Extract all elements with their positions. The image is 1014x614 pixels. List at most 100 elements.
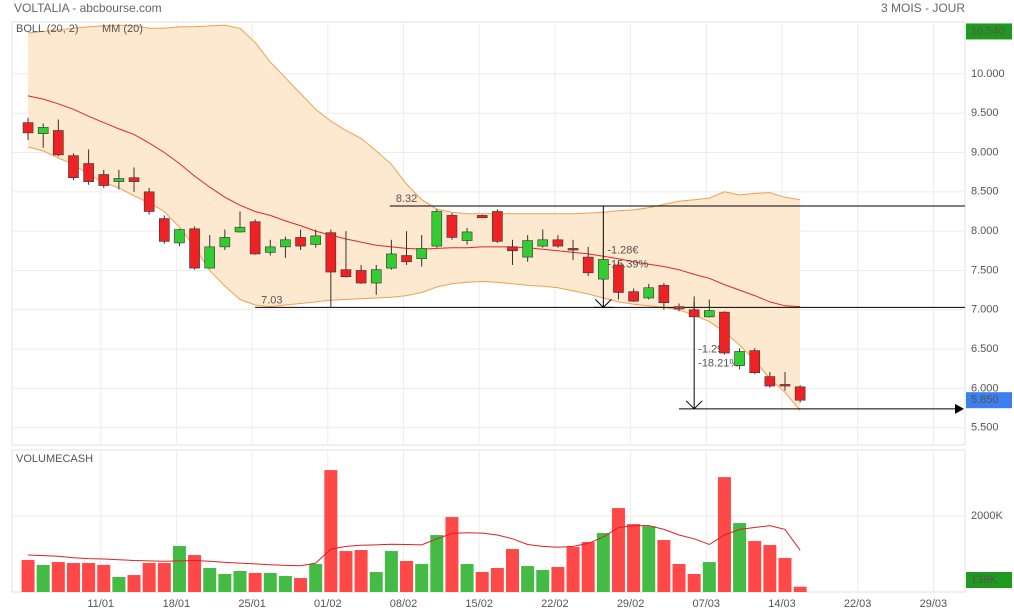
volume-average <box>27 525 801 567</box>
volume-bar <box>97 565 111 592</box>
candle-body <box>219 237 231 248</box>
candle-body <box>83 163 94 182</box>
volume-bar <box>611 508 625 592</box>
candle-body <box>234 226 246 233</box>
volume-bar <box>475 572 489 592</box>
candle-body <box>416 248 427 259</box>
volume-bar <box>157 563 171 592</box>
candle-body <box>295 237 306 247</box>
candle-body <box>53 130 64 156</box>
volume-bar <box>339 551 353 592</box>
y-tick-label: 8.000 <box>971 225 999 237</box>
volume-box <box>966 572 1012 588</box>
candle-body <box>370 269 382 284</box>
volume-bar <box>596 533 610 592</box>
candle-body <box>507 246 518 252</box>
candle-body <box>779 384 791 387</box>
candle-body <box>658 285 670 303</box>
y-tick-label: 8.500 <box>971 186 999 198</box>
candle-body <box>386 253 397 269</box>
volume-bar <box>536 570 550 592</box>
candle-body <box>643 287 655 299</box>
volume-bar <box>778 558 792 592</box>
bollinger-upper <box>27 24 801 215</box>
x-tick-label: 14/03 <box>768 598 796 610</box>
candle-body <box>704 310 715 318</box>
candle-body <box>628 291 639 302</box>
volume-bar <box>66 563 80 592</box>
volume-bar <box>324 470 338 592</box>
x-tick-label: 01/02 <box>314 598 342 610</box>
volume-panel <box>11 449 966 593</box>
bollinger-lower <box>27 146 801 411</box>
volume-bar <box>218 574 232 592</box>
volume-bar <box>294 578 308 592</box>
price-box-label: 5.850 <box>971 394 999 406</box>
candle-body <box>719 311 730 354</box>
volume-bar <box>112 577 126 592</box>
legend-entry: MM (20) <box>102 23 143 35</box>
candle-body <box>143 191 155 212</box>
volume-bar <box>733 523 747 592</box>
measure-label: -18.21% <box>698 357 739 369</box>
volume-bar <box>233 571 247 592</box>
y-tick-label: 6.500 <box>971 343 999 355</box>
candle-body <box>310 235 321 245</box>
candle-body <box>688 309 700 318</box>
y-tick-label: 6.000 <box>971 382 999 394</box>
volume-bar <box>415 564 429 592</box>
volume-bar <box>551 567 565 592</box>
volume-bar <box>263 573 277 592</box>
y-tick-label: 7.500 <box>971 264 999 276</box>
volume-bar <box>430 535 444 592</box>
candle-body <box>734 351 745 366</box>
arrow-head <box>955 403 964 414</box>
y-tick-label: 5.500 <box>971 422 999 434</box>
volume-bar <box>657 540 671 592</box>
candle-body <box>461 231 473 241</box>
volume-bar <box>82 563 96 592</box>
panel-title: VOLUMECASH <box>16 453 93 465</box>
candle-body <box>401 255 412 263</box>
candle-body <box>158 218 170 242</box>
candle-body <box>68 155 79 178</box>
candle-body <box>522 240 533 258</box>
volume-bar <box>278 576 292 592</box>
x-tick-label: 07/03 <box>693 598 721 610</box>
volume-bar <box>248 573 262 592</box>
measure-label: -1.28€ <box>607 245 638 257</box>
volume-bar <box>309 564 323 592</box>
x-tick-label: 22/03 <box>844 598 872 610</box>
candle-body <box>98 174 110 186</box>
volume-bar <box>793 586 807 592</box>
volume-bar <box>21 560 35 592</box>
volume-bar <box>142 563 156 592</box>
candle-body <box>128 177 140 182</box>
x-tick-label: 11/01 <box>87 598 114 610</box>
candle-body <box>476 215 488 219</box>
volume-bar <box>354 550 368 592</box>
x-tick-label: 25/01 <box>238 598 266 610</box>
volume-bar <box>521 566 535 592</box>
volume-bar <box>748 541 762 592</box>
candle-body <box>749 350 761 373</box>
level-label: 7.03 <box>261 294 282 306</box>
volume-bar <box>369 572 383 592</box>
y-tick-label: 2000K <box>971 510 1003 522</box>
volume-bar <box>642 526 656 592</box>
legend-entry: BOLL (20, 2) <box>16 23 79 35</box>
candle-body <box>431 211 443 247</box>
candle-body <box>325 232 337 273</box>
volume-bar <box>687 574 701 592</box>
candle-body <box>264 246 276 253</box>
x-tick-label: 22/02 <box>541 598 569 610</box>
volume-bar <box>627 524 641 592</box>
page-title: VOLTALIA - abcbourse.com <box>14 1 162 15</box>
price-box <box>966 23 1012 40</box>
volume-bar <box>490 568 504 592</box>
candle-body <box>249 221 261 255</box>
price-box <box>966 392 1012 409</box>
candle-body <box>280 239 291 248</box>
candle-body <box>174 229 185 244</box>
